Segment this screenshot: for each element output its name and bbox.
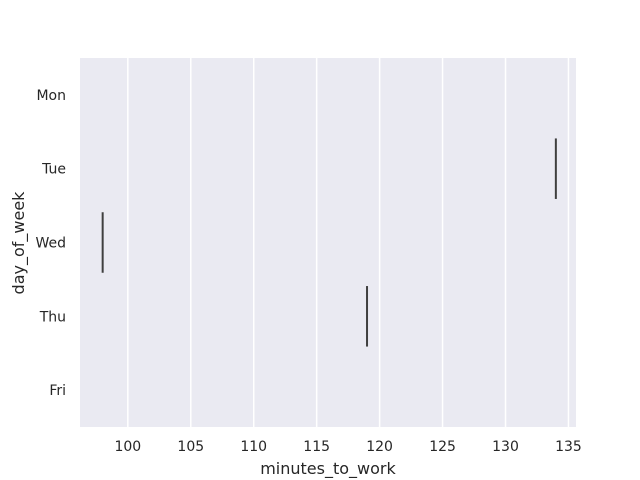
x-tick-label: 120 — [366, 439, 393, 455]
x-tick-label: 115 — [303, 439, 330, 455]
y-tick-label-fri: Fri — [49, 383, 66, 399]
x-tick-label: 105 — [177, 439, 204, 455]
y-tick-label-wed: Wed — [35, 236, 66, 252]
y-tick-label-mon: Mon — [36, 88, 66, 104]
x-tick-label: 135 — [555, 439, 582, 455]
x-tick-label: 130 — [492, 439, 519, 455]
plot-background — [80, 58, 576, 427]
y-tick-label-tue: Tue — [41, 162, 66, 178]
box-marks — [101, 138, 557, 347]
x-gridlines — [127, 58, 570, 427]
y-axis-label: day_of_week — [9, 191, 29, 295]
y-tick-labels: Mon Tue Wed Thu Fri — [35, 88, 66, 399]
y-tick-label-thu: Thu — [39, 309, 66, 325]
x-tick-label: 100 — [114, 439, 141, 455]
x-tick-label: 125 — [429, 439, 456, 455]
x-tick-label: 110 — [240, 439, 267, 455]
x-axis-label: minutes_to_work — [260, 459, 396, 479]
x-tick-labels: 100 105 110 115 120 125 130 135 — [114, 439, 581, 455]
